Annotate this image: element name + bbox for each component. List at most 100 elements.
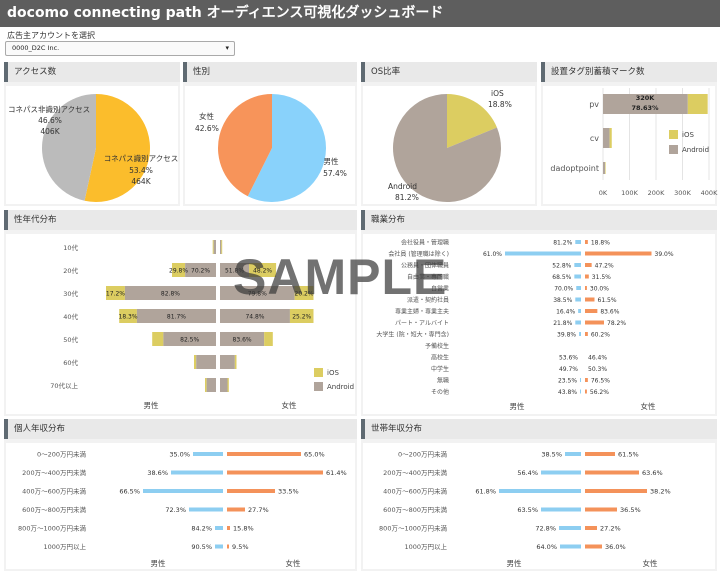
row-label: 800万～1000万円未満 xyxy=(379,524,447,533)
bar-value-female: 47.2% xyxy=(595,263,614,270)
row-label: 400万～600万円未満 xyxy=(383,487,447,496)
bar-female xyxy=(585,332,588,336)
age-category-label: 60代 xyxy=(63,358,78,367)
bar-value-female: 9.5% xyxy=(232,543,249,551)
bar-value-female: 46.4% xyxy=(588,355,607,362)
pie-label-value: 406K xyxy=(40,127,60,136)
bar-male xyxy=(565,452,581,456)
bar-value-female: 27.2% xyxy=(600,525,621,533)
bar-value-male: 61.8% xyxy=(475,488,496,496)
bar-value-male: 56.4% xyxy=(517,469,538,477)
bar-ios xyxy=(609,128,612,148)
pie-label-pct: 53.4% xyxy=(129,166,153,175)
bar-value-male: 38.5% xyxy=(541,451,562,459)
bar-male-ios xyxy=(172,263,186,277)
bar-female-android xyxy=(220,355,235,369)
pie-label-name: コネパス識別アクセス xyxy=(104,153,179,163)
pie-slice-ios xyxy=(447,94,497,148)
bar-female xyxy=(585,263,592,267)
bar-value-female: 27.7% xyxy=(248,506,269,514)
sample-watermark: SAMPLE xyxy=(233,249,448,305)
panel-job: 職業分布 会社役員・管理職 81.2% 18.8% 会社員 (管理職は除く) 61.0%… xyxy=(361,210,717,416)
bar-male xyxy=(575,240,581,244)
bar-value-male: 39.8% xyxy=(557,332,576,339)
age-category-label: 40代 xyxy=(63,312,78,321)
bar-value-label: 81.7% xyxy=(167,314,186,321)
bar-male xyxy=(576,286,581,290)
bar-male xyxy=(499,489,581,493)
bar-female xyxy=(227,470,323,475)
bar-male-android xyxy=(136,309,216,323)
row-label: 会社役員・管理職 xyxy=(401,239,449,247)
bar-value-female: 61.5% xyxy=(618,451,639,459)
legend-swatch-android xyxy=(314,382,323,391)
chevron-down-icon[interactable]: ▾ xyxy=(225,44,229,52)
bar-value-label: 78.63% xyxy=(631,104,659,112)
axis-label-male: 男性 xyxy=(151,558,166,568)
row-label: 会社員 (管理職は除く) xyxy=(388,250,449,258)
bar-male xyxy=(580,378,581,382)
bar-value-male: 70.0% xyxy=(554,286,573,293)
bar-value-male: 64.0% xyxy=(536,543,557,551)
bar-male-ios xyxy=(119,309,137,323)
legend-label-android: Android xyxy=(327,383,354,391)
row-label: 0～200万円未満 xyxy=(37,450,87,459)
panel-access: アクセス数 コネパス非識別アクセス 46.6% 406K コネパス識別アクセス 53.4… xyxy=(4,62,180,206)
pie-label-pct: 81.2% xyxy=(395,193,419,202)
bar-value-label: 82.8% xyxy=(161,291,180,298)
panel-title: 個人年収分布 xyxy=(4,419,357,439)
bar-female-ios xyxy=(234,355,237,369)
bar-value-male: 38.6% xyxy=(147,469,168,477)
row-label: 予備校生 xyxy=(425,342,449,350)
bar-female xyxy=(585,378,588,382)
bar-value-label: 320K xyxy=(636,94,656,102)
bar-male-android xyxy=(196,355,216,369)
panel-tag: 設置タグ別蓄積マーク数 0K 100K 200K 300K 400K pv cv dadopt… xyxy=(541,62,718,206)
axis-label-male: 男性 xyxy=(144,400,159,410)
bar-male-ios xyxy=(152,332,164,346)
bar-female-android xyxy=(220,263,250,277)
row-label: 200万～400万円未満 xyxy=(383,468,447,477)
bar-value-female: 76.5% xyxy=(591,378,610,385)
bar-female xyxy=(227,526,230,530)
bar-female xyxy=(585,389,587,394)
bar-value-female: 60.2% xyxy=(591,332,610,339)
age-category-label: 50代 xyxy=(63,335,78,344)
bar-female-android xyxy=(220,378,228,392)
bar-value-male: 68.5% xyxy=(552,274,571,281)
pie-label-pct: 42.6% xyxy=(195,124,219,133)
panel-gender: 性別 男性 57.4% 女性 42.6% xyxy=(183,62,357,206)
bar-value-male: 84.2% xyxy=(191,525,212,533)
agegen-pyramid-chart: 10代 20代 29.8% 70.2% 51.8% 48.2% 30代 17.2% 82.8% 7… xyxy=(50,240,354,410)
bar-male xyxy=(574,274,581,279)
bar-value-label: 82.5% xyxy=(180,337,199,344)
bar-male xyxy=(574,263,581,267)
bar-value-male: 72.3% xyxy=(165,506,186,514)
bar-value-male: 38.5% xyxy=(553,297,572,304)
bar-value-female: 36.0% xyxy=(605,543,626,551)
bar-value-male: 49.7% xyxy=(559,366,578,373)
bar-male xyxy=(560,544,581,549)
row-label: 自由業・専門職 xyxy=(407,273,449,281)
axis-label-female: 女性 xyxy=(643,558,658,568)
bar-value-female: 61.5% xyxy=(598,297,617,304)
app-title: docomo connecting path オーディエンス可視化ダッシュボード xyxy=(0,0,720,27)
bar-value-female: 56.2% xyxy=(590,389,609,396)
panel-title: OS比率 xyxy=(361,62,537,82)
pie-label-pct: 46.6% xyxy=(38,116,62,125)
row-label: 1000万円以上 xyxy=(43,542,86,551)
bar-male xyxy=(575,320,581,325)
y-category-label: dadoptpoint xyxy=(550,164,599,173)
bar-value-female: 50.3% xyxy=(588,366,607,373)
bar-female xyxy=(227,507,245,512)
bar-male-android xyxy=(163,332,216,346)
account-select[interactable]: 0000_D2C Inc. ▾ xyxy=(5,41,235,56)
bar-female-ios xyxy=(294,286,314,300)
bar-male xyxy=(171,470,223,475)
bar-female xyxy=(227,452,301,456)
pie-label-pct: 57.4% xyxy=(323,169,347,178)
bar-value-female: 65.0% xyxy=(304,451,325,459)
bar-value-female: 61.4% xyxy=(326,469,347,477)
bar-value-female: 63.6% xyxy=(642,469,663,477)
bar-male xyxy=(559,526,581,530)
